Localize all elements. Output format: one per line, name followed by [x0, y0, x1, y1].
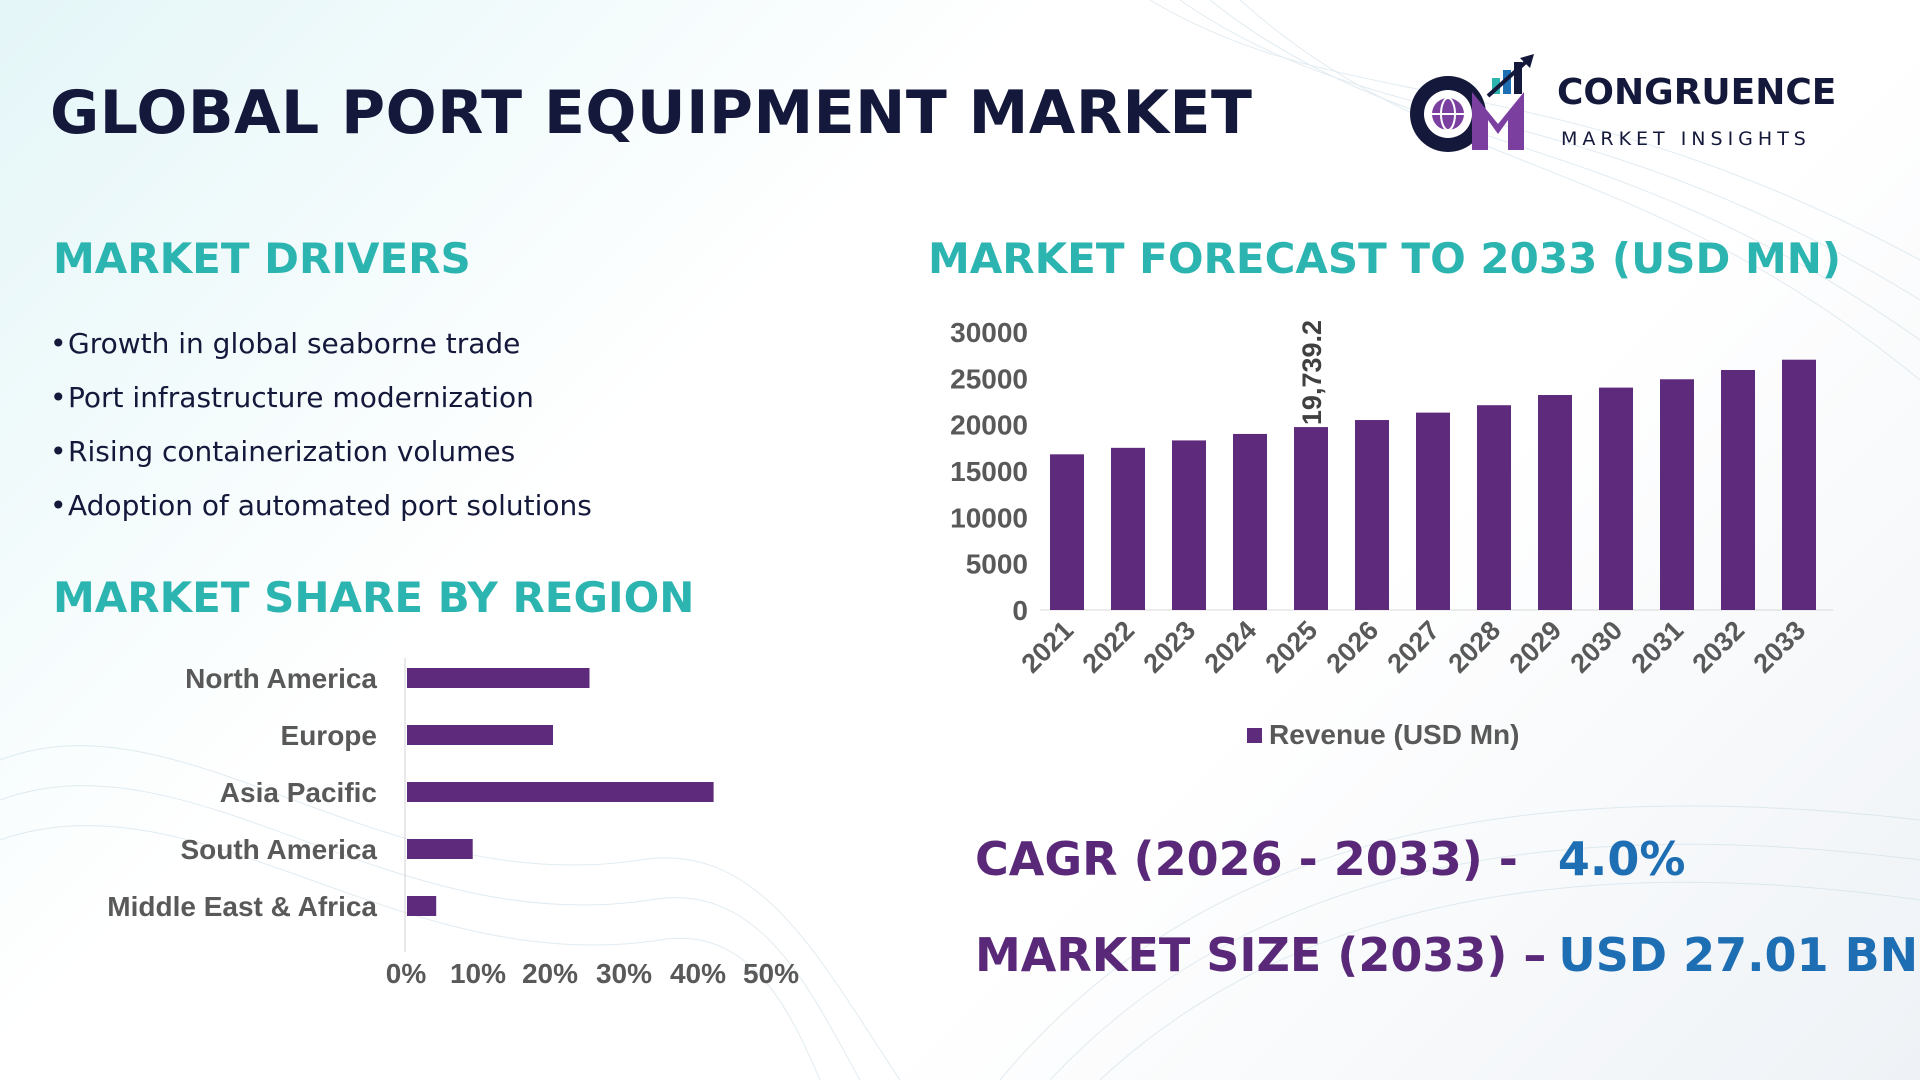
bar	[1111, 447, 1145, 610]
bar	[1416, 412, 1450, 610]
cagr-stat: CAGR (2026 - 2033) - 4.0%	[975, 832, 1685, 886]
bar	[1660, 379, 1694, 610]
x-tick-label: 0%	[386, 958, 427, 989]
y-tick-label: 0	[1012, 595, 1028, 626]
category-label: Middle East & Africa	[107, 891, 377, 922]
market-forecast-chart: 0500010000150002000025000300002021202220…	[950, 317, 1833, 750]
bar	[1294, 427, 1328, 610]
x-tick-label: 2026	[1321, 615, 1385, 679]
bullet-icon: •	[50, 489, 67, 522]
x-tick-label: 2029	[1504, 615, 1568, 679]
bar	[407, 839, 473, 859]
market-size-stat: MARKET SIZE (2033) – USD 27.01 BN	[975, 928, 1918, 982]
driver-text: Rising containerization volumes	[68, 435, 516, 468]
company-logo: CONGRUENCE MARKET INSIGHTS	[1400, 52, 1880, 162]
logo-tagline: MARKET INSIGHTS	[1561, 128, 1811, 150]
category-label: North America	[185, 663, 377, 694]
data-label: 19,739.2	[1297, 320, 1327, 425]
x-tick-label: 2028	[1443, 615, 1507, 679]
page-title: GLOBAL PORT EQUIPMENT MARKET	[50, 78, 1253, 148]
bullet-icon: •	[50, 381, 67, 414]
bar	[1355, 420, 1389, 610]
cagr-label: CAGR (2026 - 2033) -	[975, 832, 1518, 886]
bar	[1233, 433, 1267, 610]
y-tick-label: 5000	[966, 549, 1028, 580]
x-tick-label: 2027	[1382, 615, 1446, 679]
x-tick-label: 20%	[522, 958, 578, 989]
bar	[1477, 405, 1511, 610]
y-tick-label: 30000	[950, 317, 1028, 348]
market-size-value: USD 27.01 BN	[1558, 928, 1919, 982]
x-tick-label: 40%	[670, 958, 726, 989]
y-tick-label: 25000	[950, 363, 1028, 394]
y-tick-label: 15000	[950, 456, 1028, 487]
x-tick-label: 2031	[1626, 615, 1690, 679]
driver-text: Port infrastructure modernization	[68, 381, 534, 414]
bar	[1538, 395, 1572, 610]
x-tick-label: 2032	[1687, 615, 1751, 679]
bar	[407, 668, 590, 688]
x-tick-label: 2023	[1138, 615, 1202, 679]
category-label: South America	[180, 834, 377, 865]
driver-text: Adoption of automated port solutions	[68, 489, 592, 522]
x-tick-label: 2030	[1565, 615, 1629, 679]
bar	[1050, 454, 1084, 610]
region-share-chart: North America Europe Asia Pacific South Ame…	[107, 658, 799, 989]
driver-item: •Adoption of automated port solutions	[50, 484, 592, 538]
logo-name: CONGRUENCE	[1557, 72, 1837, 113]
x-tick-label: 2025	[1260, 615, 1324, 679]
market-drivers-heading: MARKET DRIVERS	[53, 234, 471, 283]
bar	[1721, 369, 1755, 610]
legend-label: Revenue (USD Mn)	[1269, 719, 1519, 750]
y-tick-label: 20000	[950, 410, 1028, 441]
driver-item: •Port infrastructure modernization	[50, 376, 592, 430]
x-tick-label: 10%	[450, 958, 506, 989]
market-size-label: MARKET SIZE (2033) –	[975, 928, 1547, 982]
x-tick-label: 2022	[1077, 615, 1141, 679]
region-share-heading: MARKET SHARE BY REGION	[53, 573, 695, 622]
market-drivers-list: •Growth in global seaborne trade •Port i…	[50, 322, 592, 538]
y-tick-label: 10000	[950, 502, 1028, 533]
logo-mark-icon	[1410, 54, 1534, 152]
x-tick-label: 2024	[1199, 615, 1263, 679]
bar	[407, 782, 714, 802]
driver-item: •Growth in global seaborne trade	[50, 322, 592, 376]
category-label: Europe	[281, 720, 377, 751]
legend-swatch	[1247, 728, 1262, 743]
bar	[407, 725, 553, 745]
forecast-heading: MARKET FORECAST TO 2033 (USD MN)	[928, 234, 1842, 283]
bullet-icon: •	[50, 327, 67, 360]
bar	[1172, 440, 1206, 610]
x-tick-label: 50%	[743, 958, 799, 989]
x-tick-label: 2033	[1748, 615, 1812, 679]
driver-item: •Rising containerization volumes	[50, 430, 592, 484]
bullet-icon: •	[50, 435, 67, 468]
category-label: Asia Pacific	[220, 777, 377, 808]
cagr-value: 4.0%	[1557, 832, 1686, 886]
bar	[407, 896, 437, 916]
bar	[1599, 387, 1633, 610]
bar	[1782, 359, 1816, 610]
driver-text: Growth in global seaborne trade	[68, 327, 521, 360]
x-tick-label: 30%	[596, 958, 652, 989]
